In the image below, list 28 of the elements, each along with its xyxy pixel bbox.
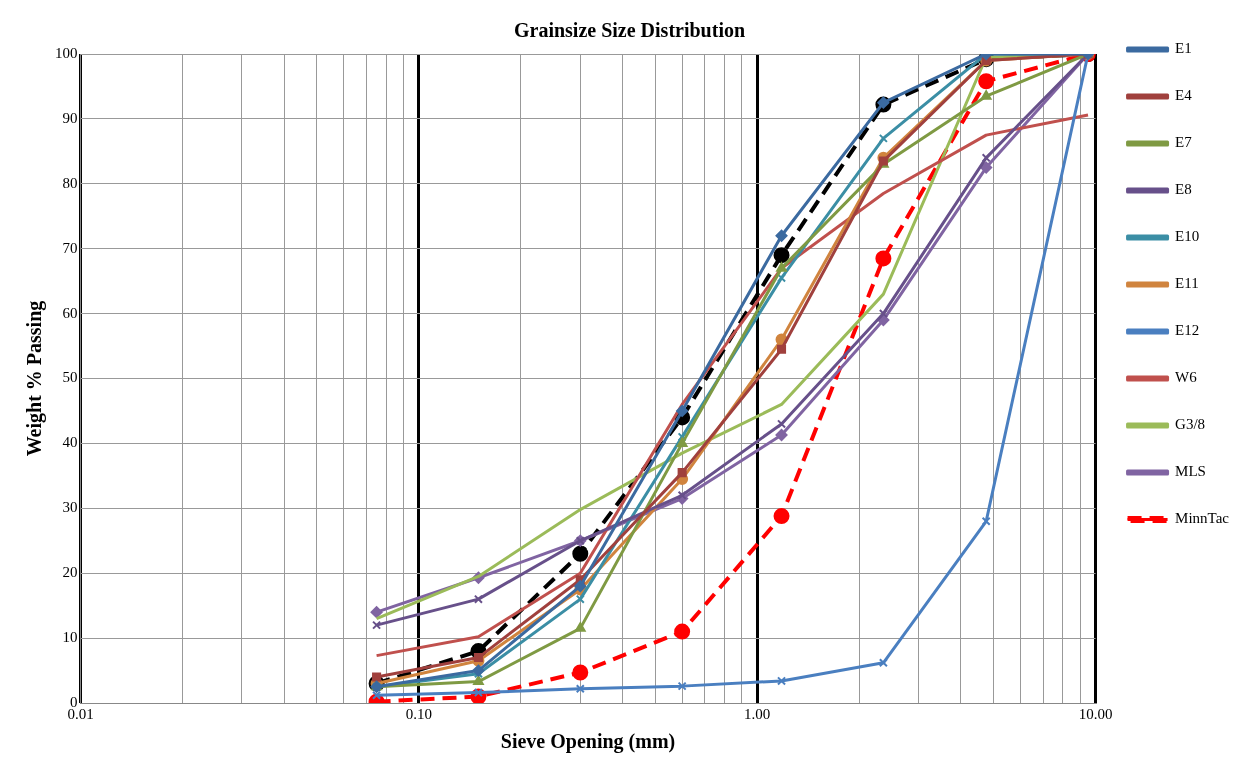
y-tick-label: 60 bbox=[62, 304, 78, 321]
y-tick-label: 50 bbox=[62, 369, 78, 386]
legend-label: E11 bbox=[1175, 275, 1199, 292]
x-axis-title: Sieve Opening (mm) bbox=[500, 730, 676, 754]
legend-label: MLS bbox=[1175, 463, 1206, 480]
chart-title: Grainsize Size Distribution bbox=[513, 19, 746, 42]
y-tick-label: 100 bbox=[55, 44, 78, 61]
legend-label: E12 bbox=[1175, 322, 1200, 339]
legend-label: E10 bbox=[1175, 228, 1200, 245]
legend-label: MinnTac bbox=[1175, 510, 1230, 527]
legend-label: E1 bbox=[1175, 40, 1192, 57]
y-tick-label: 80 bbox=[62, 174, 78, 191]
y-tick-label: 70 bbox=[62, 239, 78, 256]
y-tick-label: 0 bbox=[70, 693, 78, 710]
legend-label: G3/8 bbox=[1175, 416, 1206, 433]
y-tick-label: 40 bbox=[62, 434, 78, 451]
x-tick-label: 1.00 bbox=[744, 705, 771, 722]
y-tick-label: 30 bbox=[62, 499, 78, 516]
x-tick-label: 0.10 bbox=[405, 705, 432, 722]
y-tick-label: 20 bbox=[62, 564, 78, 581]
legend-label: W6 bbox=[1175, 369, 1198, 386]
y-tick-label: 10 bbox=[62, 629, 78, 646]
y-tick-label: 90 bbox=[62, 109, 78, 126]
x-tick-label: 10.00 bbox=[1078, 705, 1113, 722]
legend-label: E4 bbox=[1175, 87, 1193, 104]
y-axis-title: Weight % Passing bbox=[23, 300, 47, 457]
legend-label: E8 bbox=[1175, 181, 1192, 198]
legend-label: E7 bbox=[1175, 134, 1193, 151]
